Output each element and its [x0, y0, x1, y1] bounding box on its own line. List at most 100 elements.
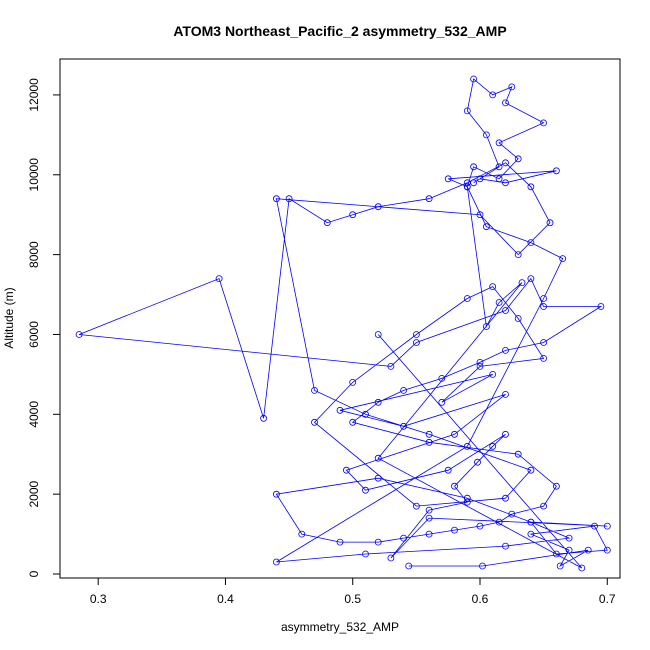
data-point	[527, 466, 535, 474]
data-point	[553, 482, 560, 490]
data-point	[412, 339, 420, 346]
data-point	[374, 398, 382, 406]
data-point	[495, 518, 503, 526]
y-tick-label: 0	[27, 570, 41, 577]
data-point	[597, 303, 605, 310]
data-point	[540, 354, 547, 362]
x-tick-label: 0.4	[217, 592, 234, 606]
data-point	[540, 303, 547, 310]
data-point	[514, 251, 522, 259]
data-point	[495, 139, 503, 147]
data-point	[342, 466, 350, 474]
data-point	[323, 219, 331, 227]
data-point	[527, 275, 535, 283]
data-point	[260, 414, 268, 422]
data-point	[374, 538, 382, 546]
data-point	[336, 538, 344, 546]
data-point	[489, 91, 497, 99]
series-layer	[75, 75, 611, 572]
data-point	[374, 454, 382, 462]
data-point	[387, 362, 395, 370]
data-point	[514, 315, 522, 322]
x-tick-label: 0.3	[90, 592, 107, 606]
data-point	[349, 378, 357, 386]
data-point	[474, 458, 481, 466]
y-axis-label: Altitude (m)	[2, 287, 16, 348]
data-point	[502, 542, 509, 550]
data-point	[559, 255, 567, 263]
data-point	[540, 502, 547, 510]
data-point	[425, 530, 433, 538]
x-tick-label: 0.5	[344, 592, 361, 606]
data-point	[502, 430, 509, 438]
data-point	[374, 474, 382, 482]
data-point	[540, 295, 547, 302]
data-point	[508, 83, 516, 91]
data-point	[400, 386, 408, 394]
y-tick-label: 10000	[27, 158, 41, 192]
data-point	[463, 183, 471, 191]
data-point	[482, 323, 490, 330]
data-point	[438, 374, 446, 382]
data-point	[495, 175, 503, 183]
data-point	[508, 510, 516, 518]
data-point	[463, 494, 471, 502]
data-point	[578, 564, 586, 572]
data-point	[514, 450, 522, 458]
x-axis-label: asymmetry_532_AMP	[281, 620, 399, 634]
data-point	[425, 514, 433, 522]
data-point	[514, 155, 522, 163]
data-point	[387, 554, 395, 562]
plot-frame	[59, 58, 621, 579]
data-point	[482, 131, 490, 139]
data-point	[502, 346, 509, 354]
data-point	[527, 518, 535, 526]
data-point	[495, 163, 503, 171]
data-point	[591, 522, 598, 530]
data-point	[412, 502, 420, 510]
data-point	[444, 466, 452, 474]
data-point	[502, 307, 509, 314]
data-point	[463, 295, 471, 302]
data-point	[495, 299, 503, 306]
data-point	[479, 562, 486, 570]
data-point	[311, 418, 318, 426]
data-point	[476, 358, 484, 366]
data-point	[476, 522, 484, 530]
data-point	[400, 534, 408, 542]
data-point	[502, 99, 509, 107]
data-point	[463, 107, 471, 115]
y-tick-label: 2000	[27, 480, 41, 507]
data-point	[553, 167, 560, 175]
data-point	[463, 498, 471, 506]
data-point	[405, 562, 413, 570]
data-point	[336, 406, 344, 414]
data-point	[349, 418, 357, 426]
data-point	[272, 490, 280, 498]
x-axis: 0.3 0.4 0.5 0.6 0.7	[90, 577, 616, 606]
data-point	[540, 339, 547, 346]
data-point	[400, 422, 408, 430]
data-point	[425, 438, 433, 446]
data-point	[272, 558, 280, 566]
data-point	[540, 119, 547, 127]
data-point	[451, 430, 458, 438]
data-point	[527, 239, 535, 247]
data-point	[502, 179, 509, 187]
x-tick-label: 0.7	[599, 592, 616, 606]
data-point	[362, 550, 369, 558]
data-point	[470, 179, 478, 187]
data-point	[75, 331, 83, 338]
data-point	[489, 370, 497, 378]
y-tick-label: 12000	[27, 78, 41, 112]
data-point	[518, 279, 526, 287]
data-point	[451, 526, 458, 534]
data-point	[489, 442, 497, 450]
data-point	[272, 195, 280, 203]
data-point	[476, 211, 484, 219]
data-point	[438, 398, 446, 406]
data-point	[565, 546, 573, 554]
data-point	[556, 562, 564, 570]
data-point	[374, 331, 382, 338]
